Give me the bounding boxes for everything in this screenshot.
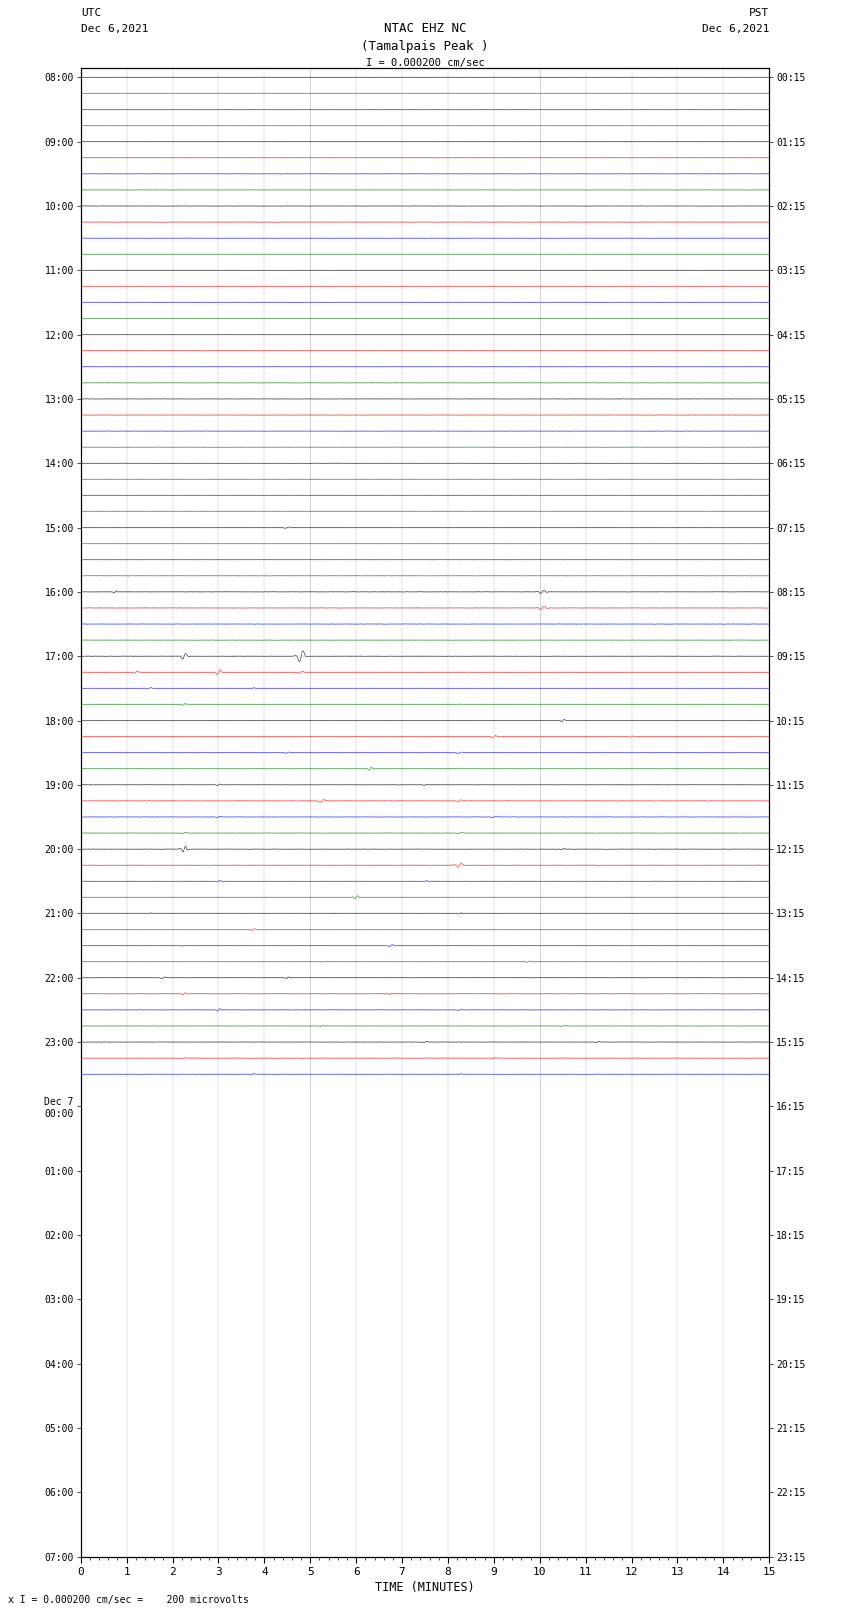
Text: (Tamalpais Peak ): (Tamalpais Peak ) [361,40,489,53]
Text: Dec 6,2021: Dec 6,2021 [81,24,148,34]
Text: Dec 6,2021: Dec 6,2021 [702,24,769,34]
Text: PST: PST [749,8,769,18]
Text: x I = 0.000200 cm/sec =    200 microvolts: x I = 0.000200 cm/sec = 200 microvolts [8,1595,249,1605]
Text: I = 0.000200 cm/sec: I = 0.000200 cm/sec [366,58,484,68]
Text: NTAC EHZ NC: NTAC EHZ NC [383,23,467,35]
X-axis label: TIME (MINUTES): TIME (MINUTES) [375,1581,475,1594]
Text: UTC: UTC [81,8,101,18]
